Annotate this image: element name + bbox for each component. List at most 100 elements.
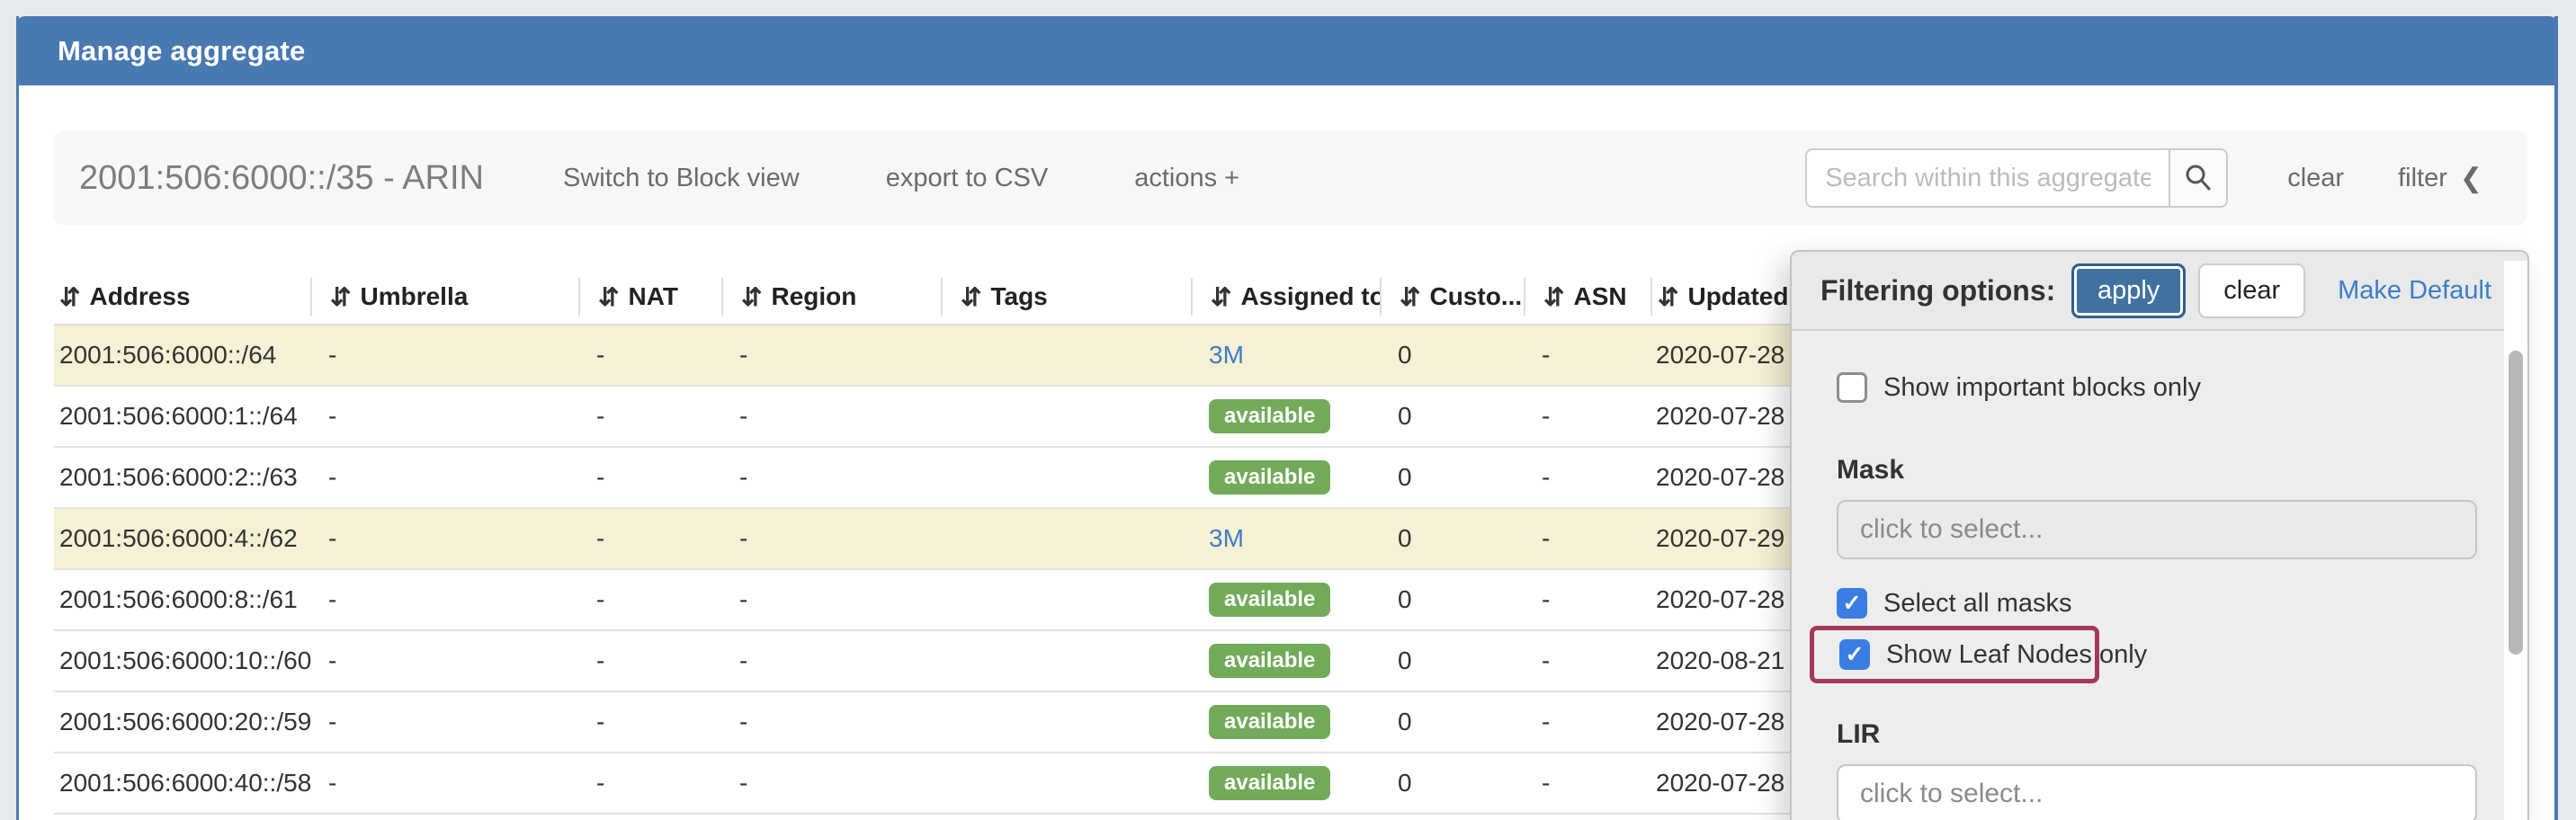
status-badge: available: [1209, 399, 1330, 433]
status-badge: available: [1209, 460, 1330, 495]
cell-asn: -: [1524, 402, 1650, 431]
show-important-blocks-row[interactable]: Show important blocks only: [1837, 372, 2477, 403]
sort-icon: ⇵: [961, 282, 981, 312]
cell-region: -: [721, 524, 941, 553]
sort-icon: ⇵: [741, 282, 762, 312]
cell-umbrella: -: [310, 708, 578, 736]
cell-assigned-to: 3M: [1191, 341, 1380, 370]
switch-to-block-view-link[interactable]: Switch to Block view: [563, 164, 800, 193]
select-all-masks-label: Select all masks: [1883, 589, 2072, 619]
cell-nat: -: [578, 769, 721, 798]
search-input[interactable]: [1805, 148, 2169, 208]
sort-icon: ⇵: [1400, 282, 1420, 312]
chevron-left-icon: ❮: [2460, 163, 2482, 194]
cell-asn: -: [1524, 646, 1650, 675]
cell-region: -: [721, 646, 941, 675]
status-badge: available: [1209, 705, 1330, 739]
clear-filters-button[interactable]: clear: [2198, 263, 2305, 318]
cell-assigned-to: available: [1191, 583, 1380, 617]
cell-assigned-to: available: [1191, 460, 1380, 495]
cell-address: 2001:506:6000:4::/62: [54, 524, 310, 553]
cell-nat: -: [578, 341, 721, 370]
cell-customers: 0: [1380, 769, 1524, 798]
cell-assigned-to: available: [1191, 399, 1380, 433]
cell-address: 2001:506:6000:20::/59: [54, 708, 310, 736]
filtering-options-panel: Filtering options: apply clear Make Defa…: [1790, 250, 2529, 820]
select-all-masks-row[interactable]: ✓ Select all masks: [1837, 588, 2477, 619]
cell-asn: -: [1524, 463, 1650, 492]
cell-umbrella: -: [310, 585, 578, 614]
assigned-to-link[interactable]: 3M: [1209, 341, 1244, 369]
lir-select[interactable]: click to select...: [1837, 764, 2477, 820]
sort-icon: ⇵: [1543, 282, 1564, 312]
column-header-address[interactable]: ⇵Address: [54, 278, 310, 316]
cell-region: -: [721, 341, 941, 370]
card-right-border: [2554, 16, 2558, 820]
apply-filters-button[interactable]: apply: [2071, 263, 2186, 318]
show-important-blocks-label: Show important blocks only: [1883, 373, 2201, 403]
cell-region: -: [721, 769, 941, 798]
cell-region: -: [721, 463, 941, 492]
cell-customers: 0: [1380, 341, 1524, 370]
mask-select[interactable]: click to select...: [1837, 500, 2477, 559]
lir-label: LIR: [1837, 719, 2477, 750]
column-header-region[interactable]: ⇵Region: [721, 278, 941, 316]
aggregate-title: 2001:506:6000::/35 - ARIN: [79, 159, 484, 198]
column-header-assigned-to[interactable]: ⇵Assigned to: [1191, 278, 1380, 316]
cell-address: 2001:506:6000:2::/63: [54, 463, 310, 492]
clear-search-link[interactable]: clear: [2287, 164, 2344, 193]
show-leaf-nodes-checkbox[interactable]: ✓: [1839, 639, 1870, 670]
sort-icon: ⇵: [330, 282, 351, 312]
cell-address: 2001:506:6000::/64: [54, 341, 310, 370]
cell-asn: -: [1524, 769, 1650, 798]
cell-region: -: [721, 585, 941, 614]
cell-address: 2001:506:6000:40::/58: [54, 769, 310, 798]
select-all-masks-checkbox[interactable]: ✓: [1837, 588, 1867, 619]
sort-icon: ⇵: [59, 282, 80, 312]
cell-customers: 0: [1380, 463, 1524, 492]
cell-customers: 0: [1380, 646, 1524, 675]
column-header-asn[interactable]: ⇵ASN: [1524, 278, 1650, 316]
cell-address: 2001:506:6000:1::/64: [54, 402, 310, 431]
toolbar-right-group: clear filter ❮: [1805, 148, 2482, 208]
cell-nat: -: [578, 708, 721, 736]
export-to-csv-link[interactable]: export to CSV: [886, 164, 1049, 193]
cell-umbrella: -: [310, 524, 578, 553]
card-header-bar: Manage aggregate: [16, 16, 2558, 85]
cell-nat: -: [578, 585, 721, 614]
filter-panel-title: Filtering options:: [1820, 274, 2055, 308]
filter-panel-body: Show important blocks only Mask click to…: [1792, 372, 2527, 820]
aggregate-toolbar: 2001:506:6000::/35 - ARIN Switch to Bloc…: [54, 131, 2527, 225]
actions-menu-link[interactable]: actions +: [1134, 164, 1239, 193]
cell-umbrella: -: [310, 402, 578, 431]
cell-region: -: [721, 708, 941, 736]
leaf-nodes-highlight-box: ✓ Show Leaf Nodes only: [1810, 626, 2099, 683]
cell-asn: -: [1524, 585, 1650, 614]
mask-label: Mask: [1837, 455, 2477, 486]
cell-address: 2001:506:6000:8::/61: [54, 585, 310, 614]
sort-icon: ⇵: [1211, 282, 1231, 312]
filter-toggle-link[interactable]: filter ❮: [2398, 163, 2482, 194]
panel-scrollbar-track[interactable]: [2504, 261, 2527, 820]
cell-asn: -: [1524, 341, 1650, 370]
search-button[interactable]: [2169, 148, 2228, 208]
cell-assigned-to: available: [1191, 766, 1380, 800]
show-important-blocks-checkbox[interactable]: [1837, 372, 1867, 403]
assigned-to-link[interactable]: 3M: [1209, 524, 1244, 552]
column-header-custo[interactable]: ⇵Custo...: [1380, 278, 1524, 316]
column-header-umbrella[interactable]: ⇵Umbrella: [310, 278, 578, 316]
page-title: Manage aggregate: [58, 35, 305, 67]
status-badge: available: [1209, 583, 1330, 617]
make-default-link[interactable]: Make Default: [2338, 276, 2491, 306]
column-header-nat[interactable]: ⇵NAT: [578, 278, 721, 316]
cell-nat: -: [578, 402, 721, 431]
cell-address: 2001:506:6000:10::/60: [54, 646, 310, 675]
column-header-tags[interactable]: ⇵Tags: [941, 278, 1191, 316]
cell-customers: 0: [1380, 402, 1524, 431]
cell-umbrella: -: [310, 646, 578, 675]
panel-scrollbar-thumb[interactable]: [2509, 351, 2523, 655]
cell-customers: 0: [1380, 708, 1524, 736]
status-badge: available: [1209, 766, 1330, 800]
filter-label: filter: [2398, 164, 2447, 193]
cell-nat: -: [578, 524, 721, 553]
